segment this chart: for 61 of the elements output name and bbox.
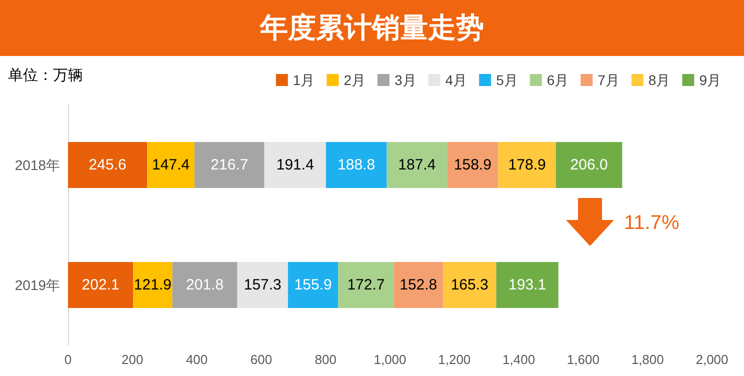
x-tick-label: 0: [64, 352, 72, 367]
legend-label: 8月: [648, 72, 670, 88]
legend-label: 7月: [598, 72, 620, 88]
legend-label: 5月: [496, 72, 518, 88]
bar: [133, 262, 172, 308]
data-label: 188.8: [338, 156, 376, 174]
x-tick-label: 200: [122, 352, 144, 367]
data-label: 155.9: [294, 276, 332, 294]
bar: [442, 262, 496, 308]
data-label: 121.9: [134, 276, 172, 294]
data-label: 178.9: [508, 156, 546, 174]
x-tick-label: 800: [314, 352, 336, 367]
bar: [496, 262, 558, 308]
data-label: 172.7: [347, 276, 385, 294]
data-label: 165.3: [450, 276, 488, 294]
data-label: 245.6: [88, 156, 126, 174]
legend-label: 1月: [292, 72, 315, 88]
data-label: 216.7: [210, 156, 248, 174]
chart-title: 年度累计销量走势: [0, 0, 744, 56]
bar: [237, 262, 288, 308]
x-tick-label: 1,600: [566, 352, 600, 367]
data-label: 206.0: [570, 156, 608, 174]
data-label: 201.8: [186, 276, 224, 294]
bar: [326, 142, 387, 188]
bar: [264, 142, 326, 188]
bar: [556, 142, 622, 188]
bar: [498, 142, 556, 188]
data-label: 193.1: [508, 276, 546, 294]
legend-label: 6月: [546, 72, 569, 88]
bar: [147, 142, 195, 188]
data-label: 158.9: [454, 156, 492, 174]
y-tick-label: 2019年: [14, 277, 60, 293]
bar: [68, 262, 134, 308]
data-label: 152.8: [400, 276, 438, 294]
data-label: 187.4: [398, 156, 436, 174]
bar: [288, 262, 338, 308]
x-tick-label: 2,000: [696, 352, 728, 367]
bar: [194, 142, 264, 188]
x-tick-label: 1,200: [438, 352, 471, 367]
bar: [447, 142, 498, 188]
bar: [394, 262, 443, 308]
x-tick-label: 1,400: [502, 352, 536, 367]
legend-label: 9月: [699, 72, 722, 88]
annotation: 11.7%: [624, 212, 680, 235]
data-label: 157.3: [244, 276, 282, 294]
legend-label: 3月: [394, 72, 416, 88]
x-tick-label: 1,000: [374, 352, 406, 367]
data-label: 202.1: [82, 276, 120, 294]
bar: [338, 262, 394, 308]
data-label: 191.4: [276, 156, 314, 174]
legend-label: 4月: [445, 72, 468, 88]
bar: [68, 142, 148, 188]
text: 单位：万辆: [8, 66, 83, 85]
bar: [386, 142, 448, 188]
data-label: 147.4: [152, 156, 190, 174]
legend-label: 2月: [344, 72, 366, 88]
x-tick-label: 400: [186, 352, 208, 367]
y-tick-label: 2018年: [14, 157, 60, 173]
bar: [172, 262, 238, 308]
x-tick-label: 1,800: [631, 352, 664, 367]
x-tick-label: 600: [250, 352, 272, 367]
